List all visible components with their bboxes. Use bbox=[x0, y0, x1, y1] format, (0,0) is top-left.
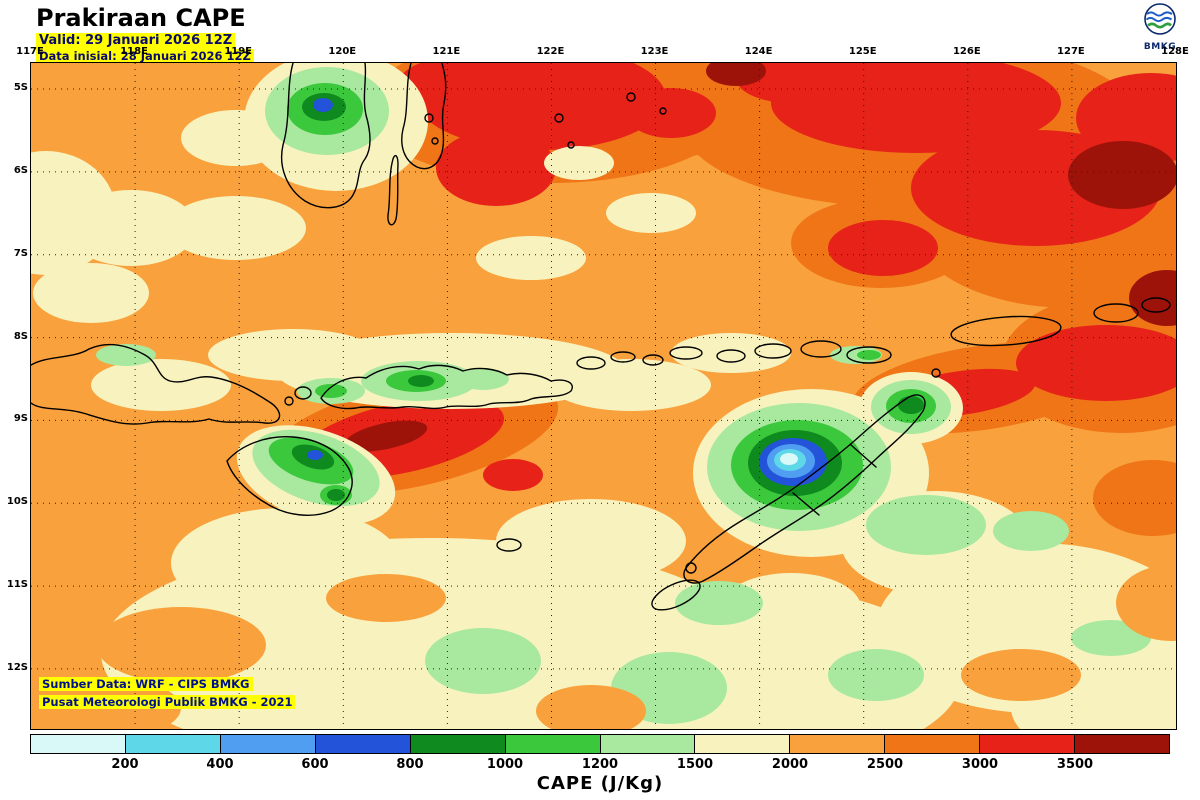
graticule-grid bbox=[31, 63, 1176, 729]
colorbar-tick-label: 1200 bbox=[581, 757, 619, 772]
coastlines bbox=[31, 63, 1171, 611]
lon-label: 122E bbox=[536, 46, 565, 57]
colorbar-tick-label: 3000 bbox=[961, 757, 999, 772]
cape-map: Sumber Data: WRF - CIPS BMKG Pusat Meteo… bbox=[30, 62, 1177, 730]
lon-label: 128E bbox=[1161, 46, 1189, 57]
cape-field-blobs bbox=[31, 63, 1176, 729]
lon-label: 125E bbox=[848, 46, 877, 57]
colorbar-tick-label: 1000 bbox=[486, 757, 524, 772]
lat-label: 6S bbox=[13, 164, 28, 176]
colorbar-cell bbox=[125, 735, 221, 753]
colorbar-cell bbox=[980, 735, 1076, 753]
page-title: Prakiraan CAPE bbox=[36, 4, 246, 32]
cape-colorbar bbox=[30, 734, 1170, 754]
colorbar-cell bbox=[600, 735, 696, 753]
colorbar-caption: CAPE (J/Kg) bbox=[536, 773, 664, 794]
lon-label: 124E bbox=[744, 46, 773, 57]
colorbar-tick-label: 2000 bbox=[771, 757, 809, 772]
valid-time-line: Valid: 29 Januari 2026 12Z bbox=[36, 33, 236, 50]
lon-label: 126E bbox=[952, 46, 981, 57]
lat-label: 7S bbox=[13, 247, 28, 259]
lat-label: 12S bbox=[6, 661, 28, 673]
colorbar-cell bbox=[31, 735, 126, 753]
colorbar-cell bbox=[695, 735, 791, 753]
colorbar-tick-label: 3500 bbox=[1056, 757, 1094, 772]
colorbar-cell bbox=[410, 735, 506, 753]
colorbar-tick-label: 800 bbox=[396, 757, 424, 772]
colorbar-cell bbox=[1075, 735, 1170, 753]
colorbar-tick-label: 2500 bbox=[866, 757, 904, 772]
colorbar-cell bbox=[220, 735, 316, 753]
lat-label: 5S bbox=[13, 82, 28, 93]
colorbar-cell bbox=[315, 735, 411, 753]
source-data-line: Sumber Data: WRF - CIPS BMKG bbox=[39, 676, 253, 691]
bmkg-globe-icon bbox=[1144, 3, 1176, 35]
colorbar-cell bbox=[505, 735, 601, 753]
init-time-line: Data inisial: 28 Januari 2026 12Z bbox=[36, 49, 254, 64]
source-org-line: Pusat Meteorologi Publik BMKG - 2021 bbox=[39, 694, 296, 709]
lat-label: 11S bbox=[6, 579, 28, 591]
bmkg-logo: BMKG bbox=[1134, 2, 1186, 52]
lon-label: 120E bbox=[328, 46, 357, 57]
lon-label: 123E bbox=[640, 46, 669, 57]
lat-label: 10S bbox=[6, 496, 28, 508]
lon-label: 127E bbox=[1057, 46, 1085, 57]
colorbar-tick-label: 200 bbox=[111, 757, 139, 772]
colorbar-cell bbox=[885, 735, 981, 753]
colorbar-tick-label: 400 bbox=[206, 757, 234, 772]
lon-label: 121E bbox=[432, 46, 461, 57]
colorbar-tick-label: 600 bbox=[301, 757, 329, 772]
lon-label: 117E bbox=[16, 46, 44, 57]
cape-field-svg bbox=[31, 63, 1176, 729]
colorbar-cell bbox=[790, 735, 886, 753]
lat-label: 8S bbox=[13, 330, 28, 342]
lat-label: 9S bbox=[13, 413, 28, 425]
lon-label: 119E bbox=[224, 46, 253, 57]
lon-label: 118E bbox=[120, 46, 148, 57]
bmkg-logo-label: BMKG bbox=[1143, 42, 1177, 52]
colorbar-tick-label: 1500 bbox=[676, 757, 714, 772]
